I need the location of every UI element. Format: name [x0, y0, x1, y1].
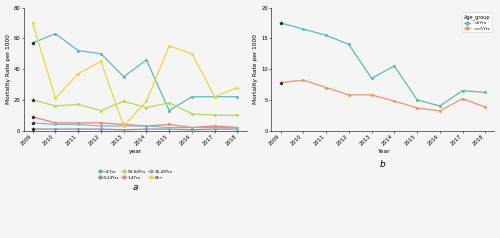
- Text: b: b: [380, 160, 386, 169]
- Y-axis label: Mortality Rate per 1000: Mortality Rate per 1000: [6, 34, 10, 104]
- X-axis label: Year: Year: [376, 149, 389, 154]
- Y-axis label: Mortality Rate per 1000: Mortality Rate per 1000: [254, 34, 258, 104]
- Legend: <1Yrs, 5-14Yrs, 50-64Yrs, 1-4Yrs, 15-49Yrs, 65+: <1Yrs, 5-14Yrs, 50-64Yrs, 1-4Yrs, 15-49Y…: [98, 169, 172, 180]
- Text: a: a: [132, 183, 138, 192]
- X-axis label: year: year: [128, 149, 141, 154]
- Legend: <5Yrs, >=5Yrs: <5Yrs, >=5Yrs: [462, 12, 492, 32]
